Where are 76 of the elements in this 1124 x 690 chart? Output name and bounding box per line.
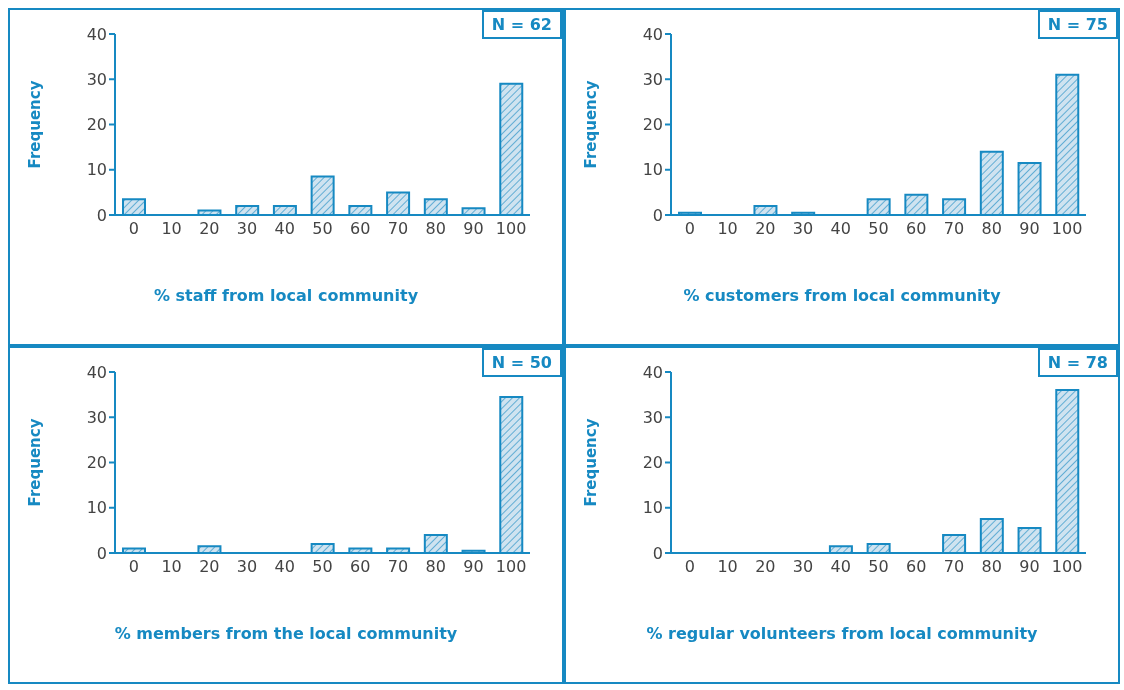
x-tick-label: 30 <box>236 557 258 577</box>
x-tick-label: 60 <box>350 219 371 239</box>
x-tick-label: 60 <box>906 557 927 577</box>
x-tick-label: 80 <box>425 557 446 577</box>
x-tick-label: 50 <box>868 219 889 239</box>
y-tick-label: 10 <box>86 498 107 518</box>
y-tick-label: 30 <box>86 69 107 89</box>
y-axis-title: Frequency <box>582 418 601 507</box>
y-tick-label: 40 <box>86 24 107 44</box>
x-tick-label: 40 <box>274 557 295 577</box>
x-axis-title: % regular volunteers from local community <box>645 624 1039 643</box>
y-tick-label: 20 <box>642 115 663 135</box>
y-axis-title: Frequency <box>26 418 45 507</box>
x-tick-label: 80 <box>981 557 1002 577</box>
x-axis-title: % staff from local community <box>152 286 420 305</box>
x-tick-label: 0 <box>128 219 139 239</box>
y-axis-title: Frequency <box>582 80 601 169</box>
y-tick-label: 0 <box>652 543 663 563</box>
y-tick-label: 20 <box>86 115 107 135</box>
x-tick-label: 70 <box>387 219 409 239</box>
x-tick-label: 20 <box>755 557 776 577</box>
x-tick-label: 20 <box>199 219 220 239</box>
x-tick-label: 90 <box>1019 219 1040 239</box>
x-tick-label: 100 <box>495 557 527 577</box>
y-tick-label: 10 <box>642 498 663 518</box>
x-tick-label: 70 <box>387 557 409 577</box>
x-tick-label: 20 <box>199 557 220 577</box>
y-tick-label: 0 <box>96 543 107 563</box>
x-tick-label: 60 <box>350 557 371 577</box>
annotation: N = 62 <box>481 10 562 39</box>
x-tick-label: 70 <box>943 557 965 577</box>
y-tick-label: 0 <box>652 205 663 225</box>
annotation: N = 50 <box>481 348 562 377</box>
x-tick-label: 40 <box>274 219 295 239</box>
x-tick-label: 50 <box>312 219 333 239</box>
x-tick-label: 40 <box>830 557 851 577</box>
x-tick-label: 30 <box>236 219 258 239</box>
x-axis-title: % customers from local community <box>682 286 1002 305</box>
x-tick-label: 10 <box>717 557 738 577</box>
x-axis-title: % members from the local community <box>113 624 459 643</box>
y-tick-label: 30 <box>86 407 107 427</box>
x-tick-label: 10 <box>161 557 182 577</box>
y-tick-label: 10 <box>86 160 107 180</box>
x-tick-label: 0 <box>128 557 139 577</box>
x-tick-label: 50 <box>868 557 889 577</box>
x-tick-label: 100 <box>495 219 527 239</box>
x-tick-label: 0 <box>684 557 695 577</box>
x-tick-label: 90 <box>1019 557 1040 577</box>
x-tick-label: 10 <box>161 219 182 239</box>
x-tick-label: 100 <box>1051 219 1083 239</box>
x-tick-label: 90 <box>463 219 484 239</box>
x-tick-label: 50 <box>312 557 333 577</box>
y-tick-label: 20 <box>86 453 107 473</box>
x-tick-label: 60 <box>906 219 927 239</box>
y-tick-label: 30 <box>642 69 663 89</box>
x-tick-label: 70 <box>943 219 965 239</box>
x-tick-label: 90 <box>463 557 484 577</box>
x-tick-label: 20 <box>755 219 776 239</box>
y-tick-label: 30 <box>642 407 663 427</box>
x-tick-label: 40 <box>830 219 851 239</box>
x-tick-label: 100 <box>1051 557 1083 577</box>
y-tick-label: 40 <box>642 362 663 382</box>
y-tick-label: 40 <box>86 362 107 382</box>
y-tick-label: 0 <box>96 205 107 225</box>
y-axis-title: Frequency <box>26 80 45 169</box>
x-tick-label: 10 <box>717 219 738 239</box>
annotation: N = 75 <box>1037 10 1118 39</box>
y-tick-label: 40 <box>642 24 663 44</box>
y-tick-label: 10 <box>642 160 663 180</box>
x-tick-label: 80 <box>981 219 1002 239</box>
annotation: N = 78 <box>1037 348 1118 377</box>
x-tick-label: 80 <box>425 219 446 239</box>
y-tick-label: 20 <box>642 453 663 473</box>
x-tick-label: 0 <box>684 219 695 239</box>
x-tick-label: 30 <box>792 219 814 239</box>
x-tick-label: 30 <box>792 557 814 577</box>
